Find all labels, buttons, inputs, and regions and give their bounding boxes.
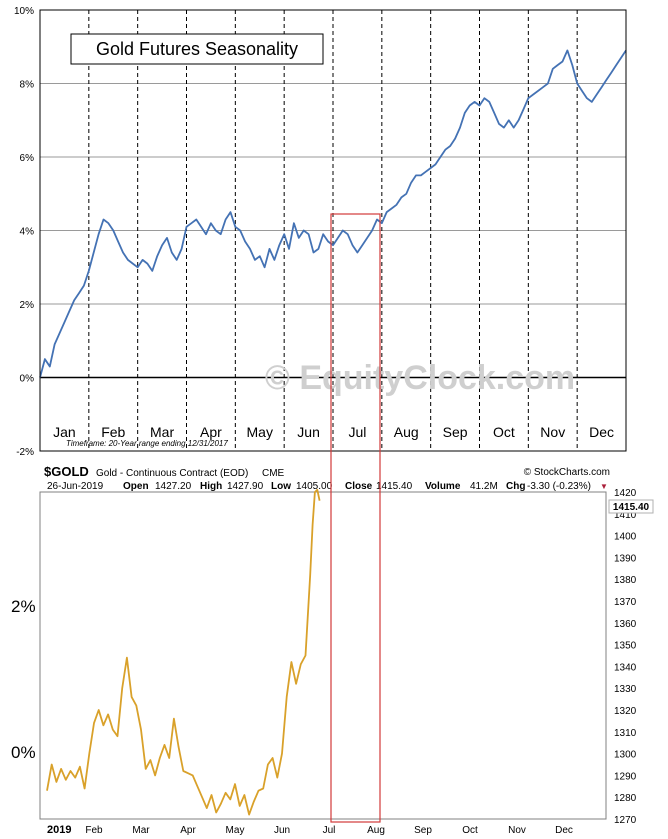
month-label-oct: Oct [493,424,515,440]
gold-volume-label: Volume [425,481,461,492]
gold-last-value-badge: 1415.40 [608,499,654,514]
gold-y-tick-label: 1390 [614,553,637,564]
gold-y-tick-label: 1280 [614,793,637,804]
gold-open-value: 1427.20 [155,481,192,492]
gold-high-label: High [200,481,222,492]
seasonality-line [39,49,627,378]
gold-series-line [46,488,321,816]
gold-left-percent-labels: 2% 0% [11,597,36,762]
gold-left-percent-label: 2% [11,597,36,616]
gold-last-value: 1415.40 [613,502,650,513]
seasonality-subtitle: Timeframe: 20-Year range ending 12/31/20… [66,439,228,448]
gold-x-tick-label: Jun [274,825,290,836]
gold-y-tick-label: 1310 [614,728,637,739]
month-label-mar: Mar [150,424,174,440]
month-label-may: May [247,424,273,440]
y-tick-label: -2% [16,447,34,458]
gold-y-tick-label: 1420 [614,488,637,499]
gold-volume-value: 41.2M [470,481,498,492]
gold-date: 26-Jun-2019 [47,481,104,492]
seasonality-watermark: © EquityClock.com [265,359,575,397]
gold-x-tick-label: Sep [414,825,432,836]
gold-low-value: 1405.00 [296,481,333,492]
gold-x-tick-label: Aug [367,825,385,836]
gold-x-tick-label: Jul [323,825,336,836]
month-label-dec: Dec [589,424,614,440]
gold-price-chart: $GOLD Gold - Continuous Contract (EOD) C… [11,464,654,836]
gold-y-tick-label: 1400 [614,532,637,543]
month-label-apr: Apr [200,424,222,440]
y-tick-label: 4% [20,227,35,238]
gold-y-tick-label: 1370 [614,597,637,608]
seasonality-month-labels: Jan Feb Mar Apr May Jun Jul Aug Sep Oct Nov Dec [53,424,614,440]
seasonality-chart: © EquityClock.com 10% 8% 6% 4% 2% 0% -2% Jan Fe… [14,6,627,458]
gold-y-tick-label: 1290 [614,771,637,782]
gold-y-tick-labels: 1420 1410 1400 1390 1380 1370 1360 1350 1340 1330… [614,488,637,826]
gold-price-line [46,488,321,816]
gold-chg-label: Chg [506,481,525,492]
y-tick-label: 8% [20,80,35,91]
gold-x-tick-label: Oct [462,825,478,836]
gold-y-tick-label: 1410 [614,510,637,521]
y-tick-label: 6% [20,153,35,164]
month-label-nov: Nov [540,424,565,440]
gold-y-tick-label: 1340 [614,662,637,673]
seasonality-title: Gold Futures Seasonality [96,39,298,59]
seasonality-plot-frame [39,9,627,452]
gold-chg-down-icon: ▼ [600,482,608,491]
gold-high-value: 1427.90 [227,481,264,492]
seasonality-y-tick-labels: 10% 8% 6% 4% 2% 0% -2% [14,6,34,458]
gold-y-tick-label: 1320 [614,706,637,717]
gold-low-label: Low [271,481,291,492]
gold-chg-value: -3.30 (-0.23%) [527,481,591,492]
gold-close-label: Close [345,481,373,492]
gold-x-tick-label: Mar [132,825,150,836]
gold-plot-area [39,491,607,820]
gold-exchange: CME [262,468,285,479]
stockcharts-credit: © StockCharts.com [524,467,610,478]
gold-x-tick-label: Apr [180,825,196,836]
gold-y-tick-label: 1380 [614,575,637,586]
gold-x-tick-label: May [226,825,245,836]
y-tick-label: 2% [20,300,35,311]
gold-close-value: 1415.40 [376,481,413,492]
gold-x-tick-label: 2019 [47,824,71,836]
gold-y-tick-label: 1270 [614,815,637,826]
y-tick-label: 10% [14,6,34,17]
gold-info-row: 26-Jun-2019 Open 1427.20 High 1427.90 Lo… [47,481,608,492]
gold-y-tick-label: 1330 [614,684,637,695]
july-highlight-box [330,213,381,823]
gold-x-tick-label: Feb [85,825,103,836]
gold-description: Gold - Continuous Contract (EOD) [96,468,248,479]
month-label-jan: Jan [53,424,76,440]
gold-x-tick-label: Nov [508,825,526,836]
month-label-sep: Sep [443,424,468,440]
gold-y-tick-label: 1360 [614,619,637,630]
seasonality-title-box: Gold Futures Seasonality [70,33,324,65]
month-label-jun: Jun [297,424,320,440]
month-label-feb: Feb [101,424,125,440]
month-label-jul: Jul [348,424,366,440]
gold-symbol: $GOLD [44,464,89,479]
gold-y-tick-label: 1300 [614,750,637,761]
seasonality-series-line [39,49,627,378]
gold-y-tick-label: 1350 [614,641,637,652]
gold-open-label: Open [123,481,149,492]
month-label-aug: Aug [394,424,419,440]
gold-x-tick-labels: 2019 Feb Mar Apr May Jun Jul Aug Sep Oct Nov Dec [47,824,573,836]
gold-x-tick-label: Dec [555,825,573,836]
gold-left-percent-label: 0% [11,743,36,762]
y-tick-label: 0% [20,374,35,385]
